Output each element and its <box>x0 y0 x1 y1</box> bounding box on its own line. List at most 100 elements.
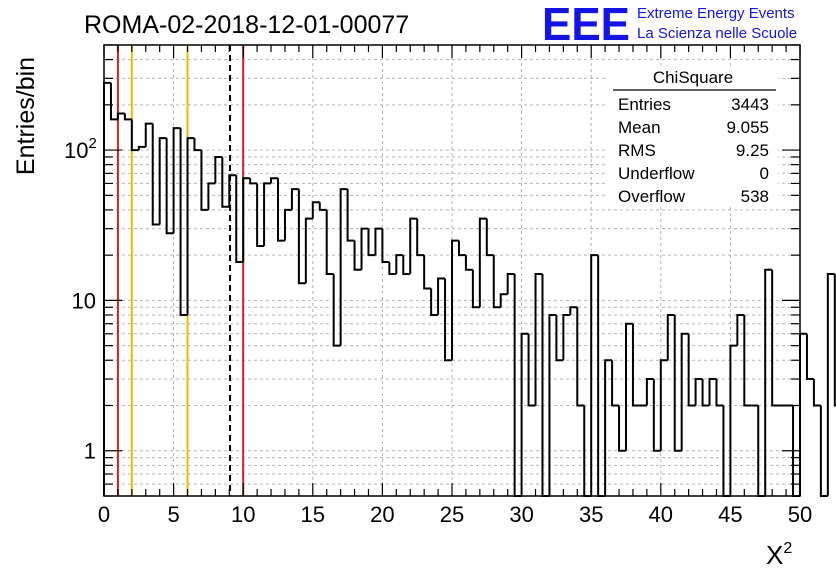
histogram-bin <box>270 177 278 184</box>
stats-title: ChiSquare <box>653 68 733 87</box>
histogram-bin <box>625 322 633 451</box>
histogram-bin <box>200 150 209 211</box>
histogram-bin <box>687 333 696 407</box>
histogram-bin <box>771 269 780 407</box>
histogram-bin <box>506 272 515 295</box>
histogram-bin <box>277 178 285 242</box>
x-tick-label: 45 <box>718 502 742 527</box>
histogram-bin <box>186 137 195 315</box>
histogram-bin <box>144 122 153 147</box>
histogram-bin <box>437 277 446 315</box>
stats-box-background <box>608 67 778 207</box>
histogram-bin <box>548 313 557 496</box>
histogram-bin <box>283 208 292 241</box>
histogram-bin <box>109 82 118 121</box>
histogram-bin <box>290 188 299 210</box>
x-tick-label: 25 <box>440 502 464 527</box>
histogram-bin <box>826 272 835 496</box>
histogram-bin <box>325 209 334 275</box>
histogram-bin <box>346 189 355 242</box>
histogram-bin <box>590 254 599 496</box>
histogram-bin <box>743 314 752 407</box>
stats-rms-label: RMS <box>618 141 656 160</box>
x-axis-title-base: X <box>766 540 783 570</box>
histogram-bin <box>242 177 251 263</box>
eee-logo: EEE <box>542 0 630 50</box>
histogram-bin <box>367 228 376 257</box>
histogram-bin <box>123 113 132 121</box>
stats-underflow-value: 0 <box>760 164 769 183</box>
stats-mean-value: 9.055 <box>726 118 769 137</box>
histogram-bin <box>249 178 258 185</box>
histogram-bin <box>235 175 244 264</box>
histogram-bin <box>151 123 160 226</box>
histogram-bin <box>130 119 139 152</box>
x-tick-label: 10 <box>231 502 255 527</box>
histogram-bin <box>464 255 473 271</box>
histogram-bin <box>499 293 508 308</box>
histogram-bin <box>116 112 125 120</box>
axis-ticks <box>103 44 801 497</box>
histogram-bin <box>402 255 411 275</box>
histogram-bin <box>318 202 327 211</box>
y-axis-title: Entries/bin <box>12 57 40 175</box>
x-tick-label: 35 <box>579 502 603 527</box>
histogram-bin <box>576 307 585 407</box>
histogram-bin <box>604 359 613 496</box>
histogram-bin <box>799 332 807 496</box>
x-tick-label: 15 <box>301 502 325 527</box>
histogram-bin <box>374 227 383 256</box>
histogram-bin <box>416 218 425 257</box>
histogram-bin <box>165 138 174 235</box>
logo-line-1: Extreme Energy Events <box>637 5 795 22</box>
histogram-bin <box>311 201 320 219</box>
histogram-bin <box>618 405 626 452</box>
stats-entries-value: 3443 <box>731 95 769 114</box>
histogram-bin <box>395 254 404 274</box>
x-axis-title: X2 <box>766 540 792 570</box>
histogram-bin <box>708 378 717 406</box>
histogram-bin <box>471 269 480 309</box>
x-tick-label: 0 <box>98 502 110 527</box>
histogram-bin <box>631 323 640 407</box>
histogram-bin <box>652 379 661 452</box>
histogram-bin <box>701 379 710 407</box>
stats-box: ChiSquare Entries 3443 Mean 9.055 RMS 9.… <box>608 67 778 207</box>
histogram-bin <box>812 379 821 407</box>
stats-entries-label: Entries <box>618 95 671 114</box>
histogram-bin <box>659 359 668 451</box>
histogram-bin <box>527 333 536 407</box>
x-tick-label: 5 <box>167 502 179 527</box>
stats-underflow-label: Underflow <box>618 164 695 183</box>
histogram-bin <box>666 313 675 361</box>
histogram-bin <box>388 262 397 275</box>
stats-mean-label: Mean <box>618 118 661 137</box>
histogram-bin <box>492 255 501 309</box>
stats-rms-value: 9.25 <box>736 141 769 160</box>
histogram-bin <box>304 217 313 284</box>
histogram-bin <box>569 306 578 315</box>
histogram-bin <box>103 81 111 496</box>
histogram-bin <box>478 217 487 308</box>
histogram-bin <box>172 127 181 234</box>
histogram-bin <box>207 182 216 210</box>
stats-overflow-label: Overflow <box>618 187 686 206</box>
x-tick-label: 30 <box>509 502 533 527</box>
histogram-bin <box>332 273 341 347</box>
histogram-bin <box>193 138 202 152</box>
histogram-bin <box>297 189 306 285</box>
histogram-bin <box>715 379 724 407</box>
histogram-bin <box>158 137 167 225</box>
histogram-bin <box>360 227 369 270</box>
histogram-bin <box>833 273 836 407</box>
histogram-bin <box>423 255 432 290</box>
x-axis-title-superscript: 2 <box>783 540 792 557</box>
histogram-bin <box>179 128 188 316</box>
histogram-bin <box>457 240 466 257</box>
chart-title: ROMA-02-2018-12-01-00077 <box>84 11 409 39</box>
histogram-bin <box>694 378 703 406</box>
histogram-bin <box>673 314 682 452</box>
histogram-bin <box>645 378 654 406</box>
histogram-bin <box>214 155 223 184</box>
